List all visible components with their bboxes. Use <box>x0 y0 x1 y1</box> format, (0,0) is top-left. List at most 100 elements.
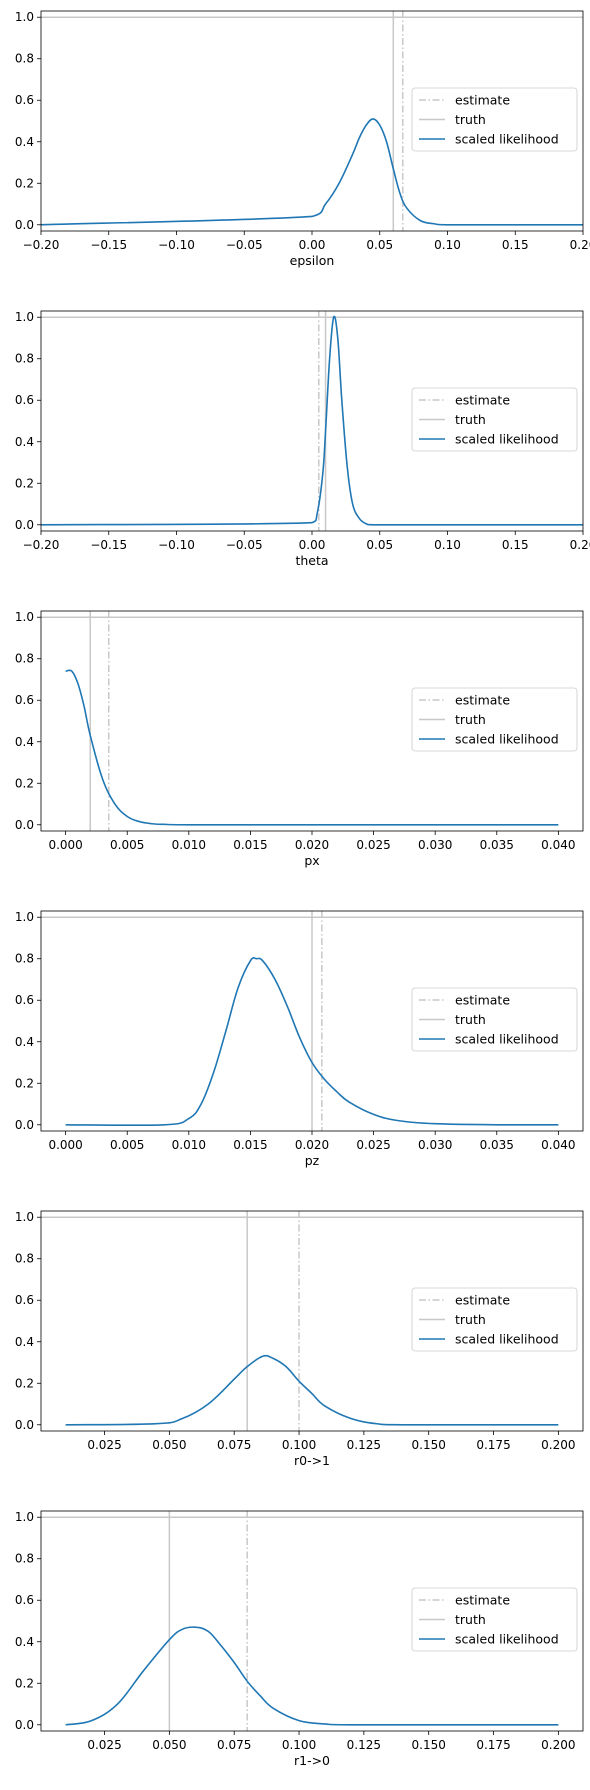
x-tick-label: 0.125 <box>347 1438 381 1452</box>
y-tick-label: 0.0 <box>15 818 34 832</box>
y-tick-label: 0.6 <box>15 393 34 407</box>
legend: estimate truth scaled likelihood <box>411 1287 578 1352</box>
likelihood-curve <box>65 957 559 1127</box>
x-tick-label: 0.035 <box>480 838 514 852</box>
y-tick-label: 0.4 <box>15 1035 34 1049</box>
x-tick-label: 0.100 <box>282 1738 316 1752</box>
legend-truth-label: truth <box>455 1312 486 1327</box>
chart-panel-epsilon: 0.0 0.2 0.4 0.6 0.8 1.0 −0.20 −0.15 −0.10 −0.05 0.… <box>15 10 590 268</box>
likelihood-curve <box>40 118 584 226</box>
x-tick-label: −0.20 <box>23 538 60 552</box>
y-tick-label: 0.2 <box>15 1376 34 1390</box>
legend-box <box>411 687 578 752</box>
y-tick-label: 0.8 <box>15 352 34 366</box>
legend-truth-label: truth <box>455 412 486 427</box>
y-tick-label: 0.4 <box>15 1635 34 1649</box>
likelihood-curve <box>65 1354 559 1426</box>
y-tick-label: 0.6 <box>15 1593 34 1607</box>
y-tick-label: 0.8 <box>15 652 34 666</box>
x-tick-label: 0.15 <box>502 538 529 552</box>
y-tick-label: 0.4 <box>15 135 34 149</box>
y-tick-label: 0.4 <box>15 735 34 749</box>
legend-likelihood-label: scaled likelihood <box>455 732 559 747</box>
x-tick-label: 0.05 <box>366 238 393 252</box>
x-tick-label: 0.20 <box>570 538 590 552</box>
x-tick-label: 0.075 <box>217 1438 251 1452</box>
x-tick-label: 0.050 <box>152 1438 186 1452</box>
x-axis-label: r0->1 <box>294 1453 330 1468</box>
y-tick-label: 0.0 <box>15 518 34 532</box>
x-tick-label: 0.05 <box>366 538 393 552</box>
y-tick-label: 0.8 <box>15 1552 34 1566</box>
x-tick-label: 0.200 <box>541 1738 575 1752</box>
y-tick-label: 0.8 <box>15 952 34 966</box>
y-tick-label: 0.2 <box>15 1076 34 1090</box>
chart-panel-px: 0.0 0.2 0.4 0.6 0.8 1.0 0.000 0.005 0.010 0.015 0.… <box>15 610 584 868</box>
x-tick-label: 0.150 <box>412 1738 446 1752</box>
chart-panel-r1->0: 0.0 0.2 0.4 0.6 0.8 1.0 0.025 0.050 0.075 0.100 0.… <box>15 1510 584 1768</box>
x-axis-label: epsilon <box>290 253 335 268</box>
x-axis-label: r1->0 <box>294 1753 330 1768</box>
x-tick-label: 0.000 <box>48 838 82 852</box>
legend: estimate truth scaled likelihood <box>411 387 578 452</box>
y-tick-label: 0.6 <box>15 1293 34 1307</box>
legend-likelihood-label: scaled likelihood <box>455 132 559 147</box>
x-tick-label: 0.025 <box>356 1138 390 1152</box>
axes-frame <box>40 1510 584 1732</box>
x-tick-label: −0.15 <box>90 238 127 252</box>
legend: estimate truth scaled likelihood <box>411 1587 578 1652</box>
x-tick-label: 0.10 <box>434 538 461 552</box>
y-tick-label: 1.0 <box>15 610 34 624</box>
y-tick-label: 0.2 <box>15 176 34 190</box>
y-tick-label: 1.0 <box>15 1210 34 1224</box>
legend: estimate truth scaled likelihood <box>411 687 578 752</box>
x-tick-label: 0.20 <box>570 238 590 252</box>
likelihood-curve <box>40 315 584 526</box>
x-tick-label: 0.015 <box>233 1138 267 1152</box>
y-tick-label: 0.2 <box>15 776 34 790</box>
likelihood-curve <box>65 1626 559 1726</box>
legend: estimate truth scaled likelihood <box>411 987 578 1052</box>
y-tick-label: 1.0 <box>15 10 34 24</box>
y-tick-label: 0.8 <box>15 1252 34 1266</box>
x-tick-label: −0.15 <box>90 538 127 552</box>
x-tick-label: 0.040 <box>541 838 575 852</box>
x-axis-label: theta <box>295 553 328 568</box>
x-tick-label: 0.030 <box>418 1138 452 1152</box>
y-tick-label: 0.6 <box>15 93 34 107</box>
likelihood-curve <box>65 669 559 826</box>
x-tick-label: −0.05 <box>226 238 263 252</box>
legend-truth-label: truth <box>455 1612 486 1627</box>
x-tick-label: −0.10 <box>158 238 195 252</box>
y-tick-label: 0.0 <box>15 1718 34 1732</box>
x-tick-label: 0.025 <box>87 1738 121 1752</box>
x-tick-label: 0.020 <box>295 838 329 852</box>
x-axis-label: px <box>304 853 319 868</box>
legend-box <box>411 987 578 1052</box>
legend-likelihood-label: scaled likelihood <box>455 1032 559 1047</box>
x-tick-label: 0.200 <box>541 1438 575 1452</box>
x-tick-label: 0.050 <box>152 1738 186 1752</box>
y-tick-label: 0.6 <box>15 993 34 1007</box>
x-tick-label: 0.020 <box>295 1138 329 1152</box>
legend-box <box>411 1287 578 1352</box>
x-tick-label: 0.005 <box>110 1138 144 1152</box>
x-tick-label: 0.15 <box>502 238 529 252</box>
chart-panel-pz: 0.0 0.2 0.4 0.6 0.8 1.0 0.000 0.005 0.010 0.015 0.… <box>15 910 584 1168</box>
x-tick-label: 0.030 <box>418 838 452 852</box>
y-tick-label: 0.4 <box>15 435 34 449</box>
y-tick-label: 1.0 <box>15 1510 34 1524</box>
legend: estimate truth scaled likelihood <box>411 87 578 152</box>
x-tick-label: 0.025 <box>87 1438 121 1452</box>
x-tick-label: 0.100 <box>282 1438 316 1452</box>
x-tick-label: 0.175 <box>476 1438 510 1452</box>
legend-truth-label: truth <box>455 712 486 727</box>
y-tick-label: 0.0 <box>15 1118 34 1132</box>
legend-truth-label: truth <box>455 112 486 127</box>
x-tick-label: 0.010 <box>172 838 206 852</box>
y-tick-label: 1.0 <box>15 910 34 924</box>
chart-panel-theta: 0.0 0.2 0.4 0.6 0.8 1.0 −0.20 −0.15 −0.10 −0.05 0.… <box>15 310 590 568</box>
legend-estimate-label: estimate <box>455 93 510 108</box>
y-tick-label: 1.0 <box>15 310 34 324</box>
x-tick-label: 0.150 <box>412 1438 446 1452</box>
